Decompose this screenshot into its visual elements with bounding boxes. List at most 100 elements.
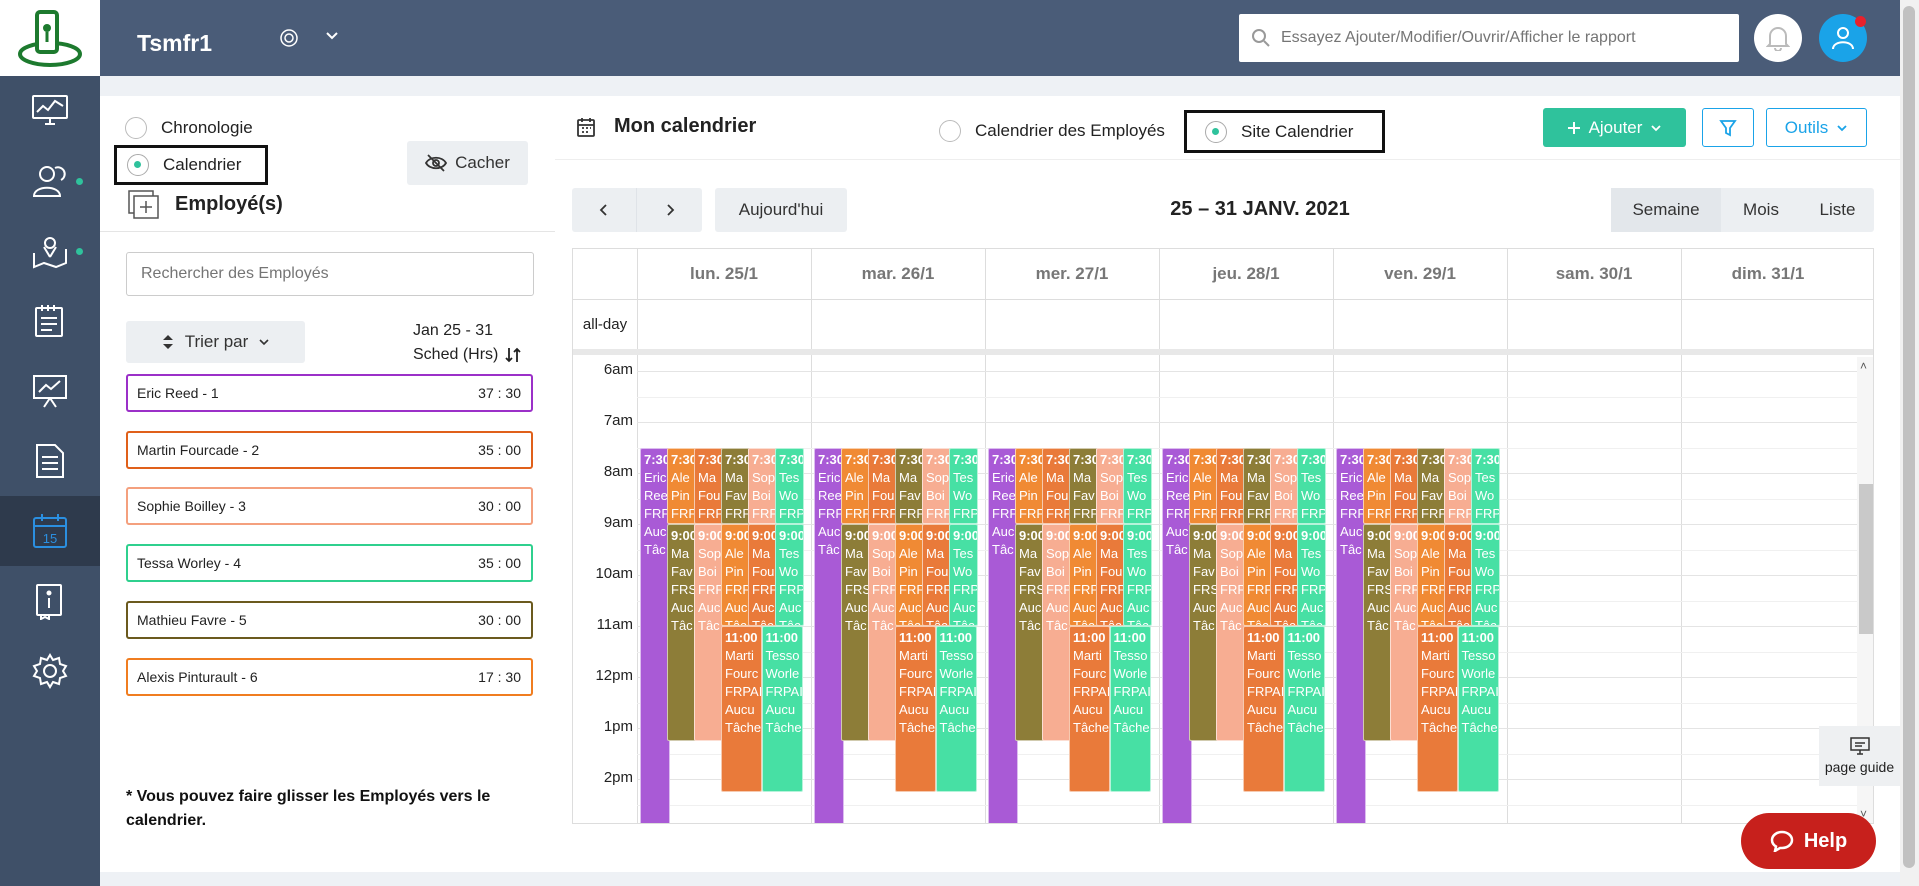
hide-button[interactable]: Cacher	[407, 141, 528, 185]
shift-event[interactable]: 7:30 Sop Boi FRP	[748, 447, 777, 524]
sort-button[interactable]: Trier par	[126, 321, 305, 363]
shift-event[interactable]: 9:00 Ale Pin FRP Auc Tâc	[1069, 524, 1098, 626]
notifications-button[interactable]	[1754, 14, 1802, 62]
help-button[interactable]: Help	[1741, 813, 1876, 869]
radio-calendrier[interactable]	[127, 154, 149, 176]
view-week-button[interactable]: Semaine	[1611, 188, 1721, 232]
sidebar-item-dashboard[interactable]	[0, 76, 100, 146]
sidebar-item-documents[interactable]	[0, 426, 100, 496]
shift-event[interactable]: 9:00 Sop Boi FRP Auc Tâc	[868, 524, 897, 741]
shift-event[interactable]: 7:30 Ma Fav FRP	[1243, 447, 1272, 524]
radio-chronologie[interactable]	[125, 117, 147, 139]
shift-event[interactable]: 9:00 Ma Fav FRS Auc Tâc	[1189, 524, 1218, 741]
employee-card[interactable]: Sophie Boilley - 3 30 : 00	[126, 487, 533, 525]
employee-card[interactable]: Mathieu Favre - 5 30 : 00	[126, 601, 533, 639]
shift-event[interactable]: 9:00 Ma Fou FRP Auc Tâc	[1270, 524, 1299, 626]
shift-event[interactable]: 9:00 Tes Wo FRP Auc Tâc	[949, 524, 978, 626]
shift-event[interactable]: 7:30 Ma Fav FRP	[1069, 447, 1098, 524]
shift-event[interactable]: 9:00 Tes Wo FRP Auc Tâc	[1297, 524, 1326, 626]
app-logo[interactable]	[0, 0, 100, 76]
employee-card[interactable]: Alexis Pinturault - 6 17 : 30	[126, 658, 533, 696]
shift-event[interactable]: 11:00 Marti Fourc FRPAI Aucu Tâche	[1069, 626, 1110, 792]
employee-card[interactable]: Tessa Worley - 4 35 : 00	[126, 544, 533, 582]
today-button[interactable]: Aujourd'hui	[715, 188, 847, 232]
shift-event[interactable]: 9:00 Sop Boi FRP Auc Tâc	[1216, 524, 1245, 741]
shift-event[interactable]: 7:30 Ale Pin FRP	[841, 447, 870, 524]
sidebar-item-settings[interactable]	[0, 636, 100, 706]
shift-event[interactable]: 7:30 Tes Wo FRP	[775, 447, 804, 524]
day-header[interactable]: ven. 29/1	[1384, 264, 1456, 283]
shift-event[interactable]: 9:00 Ma Fav FRS Auc Tâc	[1015, 524, 1044, 741]
shift-event[interactable]: 7:30 Ale Pin FRP	[1189, 447, 1218, 524]
shift-event[interactable]: 9:00 Sop Boi FRP Auc Tâc	[1390, 524, 1419, 741]
prev-button[interactable]	[572, 188, 637, 232]
shift-event[interactable]: 9:00 Ma Fav FRS Auc Tâc	[841, 524, 870, 741]
shift-event[interactable]: 9:00 Tes Wo FRP Auc Tâc	[775, 524, 804, 626]
shift-event[interactable]: 7:30 Eric Reed FRP Auc Tâc	[1162, 447, 1192, 823]
mode-employees-option[interactable]: Calendrier des Employés	[939, 120, 1165, 142]
shift-event[interactable]: 9:00 Ma Fou FRP Auc Tâc	[748, 524, 777, 626]
shift-event[interactable]: 7:30 Tes Wo FRP	[1471, 447, 1500, 524]
shift-event[interactable]: 7:30 Sop Boi FRP	[1444, 447, 1473, 524]
day-header[interactable]: jeu. 28/1	[1212, 264, 1280, 283]
view-option-calendrier[interactable]: Calendrier	[114, 145, 268, 185]
calendar-scrollbar-thumb[interactable]	[1859, 484, 1873, 634]
shift-event[interactable]: 9:00 Ma Fav FRS Auc Tâc	[667, 524, 696, 741]
shift-event[interactable]: 9:00 Tes Wo FRP Auc Tâc	[1471, 524, 1500, 626]
scroll-up-icon[interactable]: ˄	[1860, 359, 1868, 373]
shift-event[interactable]: 11:00 Tesso Worle FRPAI Aucu Tâche	[935, 626, 977, 792]
day-header[interactable]: dim. 31/1	[1731, 264, 1805, 283]
shift-event[interactable]: 11:00 Tesso Worle FRPAI Aucu Tâche	[1457, 626, 1499, 792]
shift-event[interactable]: 7:30 Eric Reed FRP Auc Tâc	[988, 447, 1018, 823]
shift-event[interactable]: 7:30 Sop Boi FRP	[1270, 447, 1299, 524]
search-input[interactable]	[1281, 29, 1721, 47]
shift-event[interactable]: 7:30 Ma Fou FRP	[1390, 447, 1419, 524]
page-scrollbar-thumb[interactable]	[1903, 6, 1915, 868]
shift-event[interactable]: 7:30 Tes Wo FRP	[949, 447, 978, 524]
shift-event[interactable]: 7:30 Sop Boi FRP	[1096, 447, 1125, 524]
shift-event[interactable]: 7:30 Ma Fav FRP	[1417, 447, 1446, 524]
view-month-button[interactable]: Mois	[1743, 200, 1779, 219]
sidebar-item-sites[interactable]	[0, 216, 100, 286]
mode-site-option[interactable]: Site Calendrier	[1184, 110, 1385, 153]
shift-event[interactable]: 11:00 Marti Fourc FRPAI Aucu Tâche	[1243, 626, 1284, 792]
radio-site-calendar[interactable]	[1205, 120, 1227, 143]
shift-event[interactable]: 7:30 Ma Fav FRP	[895, 447, 924, 524]
shift-event[interactable]: 7:30 Ale Pin FRP	[1015, 447, 1044, 524]
shift-event[interactable]: 7:30 Ma Fou FRP	[1042, 447, 1071, 524]
shift-event[interactable]: 9:00 Sop Boi FRP Auc Tâc	[1042, 524, 1071, 741]
sched-hours-header[interactable]: Sched (Hrs)	[413, 346, 522, 364]
shift-event[interactable]: 7:30 Ale Pin FRP	[667, 447, 696, 524]
tools-button[interactable]: Outils	[1766, 108, 1867, 147]
next-button[interactable]	[637, 188, 702, 232]
day-header[interactable]: mer. 27/1	[1035, 264, 1109, 283]
day-header[interactable]: mar. 26/1	[861, 264, 935, 283]
shift-event[interactable]: 11:00 Tesso Worle FRPAI Aucu Tâche	[1109, 626, 1151, 792]
day-header[interactable]: lun. 25/1	[689, 264, 759, 283]
shift-event[interactable]: 7:30 Ma Fou FRP	[694, 447, 723, 524]
page-guide-button[interactable]: page guide	[1819, 726, 1900, 786]
shift-event[interactable]: 11:00 Tesso Worle FRPAI Aucu Tâche	[761, 626, 803, 792]
shift-event[interactable]: 11:00 Marti Fourc FRPAI Aucu Tâche	[1417, 626, 1458, 792]
profile-button[interactable]	[1819, 14, 1867, 62]
shift-event[interactable]: 7:30 Tes Wo FRP	[1123, 447, 1152, 524]
add-button[interactable]: Ajouter	[1543, 108, 1686, 147]
filter-button[interactable]	[1702, 108, 1754, 147]
employee-search-input[interactable]	[126, 252, 534, 296]
shift-event[interactable]: 11:00 Marti Fourc FRPAI Aucu Tâche	[721, 626, 762, 792]
add-employee-icon[interactable]	[128, 190, 160, 225]
shift-event[interactable]: 7:30 Ma Fou FRP	[868, 447, 897, 524]
shift-event[interactable]: 11:00 Tesso Worle FRPAI Aucu Tâche	[1283, 626, 1325, 792]
shift-event[interactable]: 7:30 Tes Wo FRP	[1297, 447, 1326, 524]
shift-event[interactable]: 9:00 Ale Pin FRP Auc Tâc	[1243, 524, 1272, 626]
chevron-down-icon[interactable]	[325, 29, 339, 48]
shift-event[interactable]: 9:00 Sop Boi FRP Auc Tâc	[694, 524, 723, 741]
sidebar-item-users[interactable]	[0, 146, 100, 216]
global-search[interactable]	[1239, 14, 1739, 62]
day-header[interactable]: sam. 30/1	[1555, 264, 1633, 283]
shift-event[interactable]: 9:00 Tes Wo FRP Auc Tâc	[1123, 524, 1152, 626]
employee-card[interactable]: Eric Reed - 1 37 : 30	[126, 374, 533, 412]
sidebar-item-calendar[interactable]: 15	[0, 496, 100, 566]
shift-event[interactable]: 9:00 Ale Pin FRP Auc Tâc	[721, 524, 750, 626]
shift-event[interactable]: 9:00 Ale Pin FRP Auc Tâc	[1417, 524, 1446, 626]
